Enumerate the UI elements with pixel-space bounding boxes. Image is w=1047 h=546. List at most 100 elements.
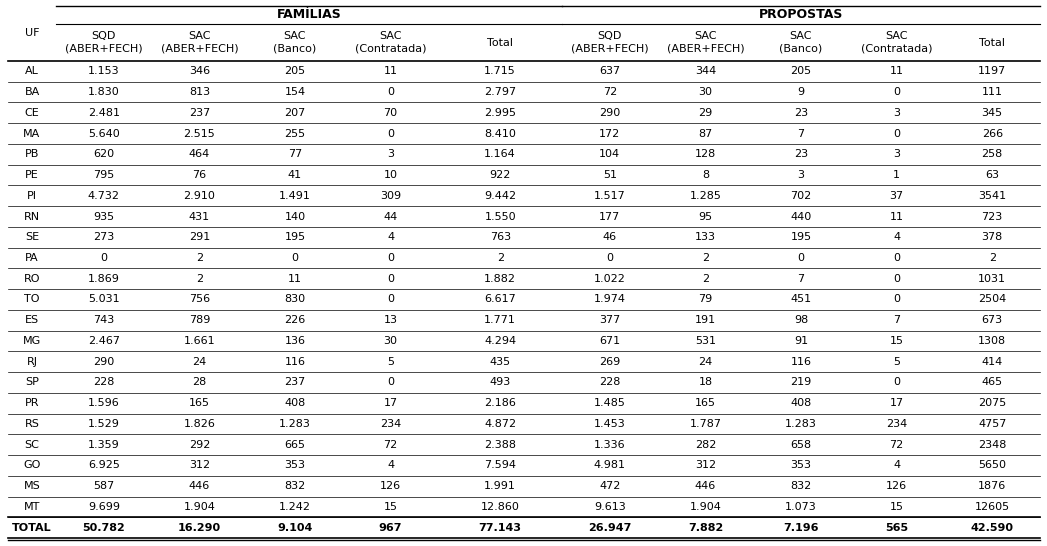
- Text: 2: 2: [496, 253, 504, 263]
- Text: 2.995: 2.995: [484, 108, 516, 118]
- Text: 4.981: 4.981: [594, 460, 626, 471]
- Text: 2504: 2504: [978, 294, 1006, 305]
- Text: 1.974: 1.974: [594, 294, 626, 305]
- Text: 116: 116: [285, 357, 306, 367]
- Text: 2.515: 2.515: [183, 129, 216, 139]
- Text: 234: 234: [380, 419, 401, 429]
- Text: PA: PA: [25, 253, 39, 263]
- Text: 79: 79: [698, 294, 713, 305]
- Text: 6.925: 6.925: [88, 460, 119, 471]
- Text: 70: 70: [383, 108, 398, 118]
- Text: 344: 344: [695, 67, 716, 76]
- Text: 255: 255: [285, 129, 306, 139]
- Text: 1.283: 1.283: [280, 419, 311, 429]
- Text: 266: 266: [982, 129, 1003, 139]
- Text: 2.481: 2.481: [88, 108, 119, 118]
- Text: SQD
(ABER+FECH): SQD (ABER+FECH): [65, 31, 142, 54]
- Text: 87: 87: [698, 129, 713, 139]
- Text: 4: 4: [893, 232, 900, 242]
- Text: 0: 0: [893, 253, 900, 263]
- Text: 0: 0: [893, 129, 900, 139]
- Text: 6.617: 6.617: [485, 294, 516, 305]
- Text: 0: 0: [387, 377, 394, 388]
- Text: 1.550: 1.550: [485, 211, 516, 222]
- Text: FAMÍLIAS: FAMÍLIAS: [276, 9, 341, 21]
- Text: 5.031: 5.031: [88, 294, 119, 305]
- Text: 205: 205: [790, 67, 811, 76]
- Text: 4: 4: [387, 460, 394, 471]
- Text: 565: 565: [885, 523, 908, 533]
- Text: 353: 353: [790, 460, 811, 471]
- Text: 3: 3: [798, 170, 804, 180]
- Text: 24: 24: [193, 357, 206, 367]
- Text: 15: 15: [383, 502, 398, 512]
- Text: 136: 136: [285, 336, 306, 346]
- Text: 1.787: 1.787: [689, 419, 721, 429]
- Text: 0: 0: [798, 253, 804, 263]
- Text: 205: 205: [285, 67, 306, 76]
- Text: 7: 7: [798, 274, 804, 284]
- Text: 763: 763: [490, 232, 511, 242]
- Text: 0: 0: [101, 253, 107, 263]
- Text: 1308: 1308: [978, 336, 1006, 346]
- Text: 4.294: 4.294: [484, 336, 516, 346]
- Text: Total: Total: [487, 38, 513, 48]
- Text: 1.661: 1.661: [183, 336, 216, 346]
- Text: MA: MA: [23, 129, 41, 139]
- Text: 795: 795: [93, 170, 114, 180]
- Text: 7: 7: [798, 129, 804, 139]
- Text: 24: 24: [698, 357, 713, 367]
- Text: 414: 414: [982, 357, 1003, 367]
- Text: 15: 15: [890, 336, 904, 346]
- Text: 587: 587: [93, 481, 114, 491]
- Text: 2.467: 2.467: [88, 336, 119, 346]
- Text: 1.596: 1.596: [88, 398, 119, 408]
- Text: 4.872: 4.872: [484, 419, 516, 429]
- Text: 28: 28: [193, 377, 206, 388]
- Text: 228: 228: [599, 377, 621, 388]
- Text: 63: 63: [985, 170, 999, 180]
- Text: 219: 219: [790, 377, 811, 388]
- Text: 832: 832: [285, 481, 306, 491]
- Text: SQD
(ABER+FECH): SQD (ABER+FECH): [571, 31, 648, 54]
- Text: 0: 0: [387, 274, 394, 284]
- Text: 1.830: 1.830: [88, 87, 119, 97]
- Text: 0: 0: [291, 253, 298, 263]
- Text: MG: MG: [23, 336, 41, 346]
- Text: 1876: 1876: [978, 481, 1006, 491]
- Text: 1.022: 1.022: [594, 274, 626, 284]
- Text: 1: 1: [893, 170, 900, 180]
- Text: 2: 2: [196, 253, 203, 263]
- Text: 172: 172: [599, 129, 621, 139]
- Text: 2: 2: [196, 274, 203, 284]
- Text: 9: 9: [798, 87, 804, 97]
- Text: 165: 165: [188, 398, 209, 408]
- Text: 493: 493: [490, 377, 511, 388]
- Text: AL: AL: [25, 67, 39, 76]
- Text: 72: 72: [603, 87, 617, 97]
- Text: 408: 408: [790, 398, 811, 408]
- Text: 1.283: 1.283: [785, 419, 817, 429]
- Text: 2.797: 2.797: [484, 87, 516, 97]
- Text: RS: RS: [24, 419, 40, 429]
- Text: 2: 2: [988, 253, 996, 263]
- Text: PROPOSTAS: PROPOSTAS: [759, 9, 843, 21]
- Text: 671: 671: [599, 336, 621, 346]
- Text: 1.359: 1.359: [88, 440, 119, 450]
- Text: 10: 10: [383, 170, 398, 180]
- Text: 290: 290: [93, 357, 114, 367]
- Text: 1.715: 1.715: [485, 67, 516, 76]
- Text: 756: 756: [188, 294, 210, 305]
- Text: 3: 3: [387, 149, 394, 159]
- Text: 1.904: 1.904: [690, 502, 721, 512]
- Text: 237: 237: [188, 108, 210, 118]
- Text: 1.485: 1.485: [594, 398, 626, 408]
- Text: PE: PE: [25, 170, 39, 180]
- Text: 464: 464: [188, 149, 210, 159]
- Text: 30: 30: [698, 87, 712, 97]
- Text: 12605: 12605: [975, 502, 1009, 512]
- Text: 446: 446: [695, 481, 716, 491]
- Text: 41: 41: [288, 170, 303, 180]
- Text: 1.336: 1.336: [594, 440, 626, 450]
- Text: 95: 95: [698, 211, 712, 222]
